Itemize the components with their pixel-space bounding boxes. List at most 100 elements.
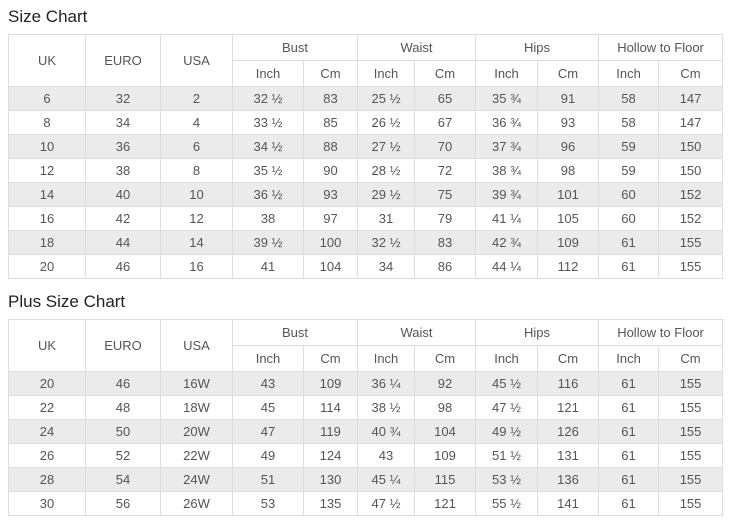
unit-header: Cm [414, 345, 477, 372]
table-cell: 35 ½ [232, 158, 304, 183]
table-cell: 42 ¾ [475, 230, 539, 255]
table-cell: 109 [414, 443, 477, 468]
unit-header: Inch [232, 345, 304, 372]
table-row: 28 54 24W 51 130 45 ¼ 115 53 ½ 136 61 155 [8, 467, 724, 492]
table-cell: 112 [537, 254, 600, 279]
plus-size-chart-title: Plus Size Chart [8, 292, 126, 311]
plus-size-chart-section: Plus Size Chart UK EURO USA Bust Waist Hips Ho… [8, 292, 724, 516]
table-cell: 41 ¼ [475, 206, 539, 231]
table-cell: 46 [85, 371, 161, 396]
table-header: UK EURO USA Bust Waist Hips Hollow to Floor Inc… [8, 34, 724, 87]
table-cell: 47 ½ [357, 491, 416, 516]
table-cell: 86 [414, 254, 477, 279]
table-cell: 60 [598, 206, 660, 231]
group-header: Hollow to Floor [598, 319, 724, 346]
table-cell: 90 [302, 158, 359, 183]
table-cell: 56 [85, 491, 161, 516]
table-cell: 10 [8, 134, 86, 159]
table-cell: 22W [160, 443, 233, 468]
table-row: 18 44 14 39 ½ 100 32 ½ 83 42 ¾ 109 61 155 [8, 230, 724, 255]
table-cell: 6 [160, 134, 233, 159]
unit-header: Inch [475, 345, 539, 372]
table-cell: 49 ½ [475, 419, 539, 444]
table-cell: 109 [302, 371, 359, 396]
table-cell: 34 [357, 254, 416, 279]
unit-header: Inch [475, 60, 539, 87]
table-cell: 61 [598, 230, 660, 255]
table-cell: 8 [160, 158, 233, 183]
table-cell: 45 [232, 395, 304, 420]
table-cell: 152 [658, 206, 724, 231]
table-cell: 155 [658, 467, 724, 492]
table-cell: 131 [537, 443, 600, 468]
table-cell: 16W [160, 371, 233, 396]
table-row: 20 46 16W 43 109 36 ¼ 92 45 ½ 116 61 155 [8, 371, 724, 396]
table-cell: 59 [598, 158, 660, 183]
table-cell: 85 [302, 110, 359, 135]
table-cell: 30 [8, 491, 86, 516]
table-cell: 37 ¾ [475, 134, 539, 159]
table-header: UK EURO USA Bust Waist Hips Hollow to Floor Inc… [8, 319, 724, 372]
table-row: 24 50 20W 47 119 40 ¾ 104 49 ½ 126 61 155 [8, 419, 724, 444]
column-header: UK [8, 319, 86, 372]
unit-header: Cm [658, 345, 724, 372]
table-cell: 14 [8, 182, 86, 207]
table-cell: 20 [8, 371, 86, 396]
table-cell: 130 [302, 467, 359, 492]
header-row: UK EURO USA Bust Waist Hips Hollow to Floor [8, 319, 724, 372]
table-cell: 83 [414, 230, 477, 255]
table-cell: 26 [8, 443, 86, 468]
table-cell: 150 [658, 134, 724, 159]
table-cell: 67 [414, 110, 477, 135]
group-header: Hollow to Floor [598, 34, 724, 61]
table-cell: 51 ½ [475, 443, 539, 468]
table-cell: 58 [598, 110, 660, 135]
table-cell: 109 [537, 230, 600, 255]
table-cell: 25 ½ [357, 86, 416, 111]
table-cell: 58 [598, 86, 660, 111]
table-cell: 14 [160, 230, 233, 255]
table-row: 16 42 12 38 97 31 79 41 ¼ 105 60 152 [8, 206, 724, 231]
table-cell: 24W [160, 467, 233, 492]
table-cell: 38 [85, 158, 161, 183]
table-cell: 98 [537, 158, 600, 183]
table-cell: 22 [8, 395, 86, 420]
table-cell: 18 [8, 230, 86, 255]
unit-header: Cm [537, 345, 600, 372]
table-cell: 70 [414, 134, 477, 159]
table-cell: 41 [232, 254, 304, 279]
table-cell: 93 [537, 110, 600, 135]
table-cell: 20W [160, 419, 233, 444]
table-cell: 150 [658, 158, 724, 183]
table-cell: 136 [537, 467, 600, 492]
table-cell: 51 [232, 467, 304, 492]
table-cell: 96 [537, 134, 600, 159]
plus-size-chart-table: UK EURO USA Bust Waist Hips Hollow to Floor Inc… [8, 319, 724, 516]
table-cell: 124 [302, 443, 359, 468]
table-cell: 147 [658, 86, 724, 111]
table-cell: 38 [232, 206, 304, 231]
table-cell: 31 [357, 206, 416, 231]
header-row: UK EURO USA Bust Waist Hips Hollow to Floor [8, 34, 724, 87]
table-cell: 32 ½ [232, 86, 304, 111]
unit-header: Cm [658, 60, 724, 87]
table-cell: 97 [302, 206, 359, 231]
table-cell: 36 ½ [232, 182, 304, 207]
table-cell: 104 [414, 419, 477, 444]
table-cell: 16 [160, 254, 233, 279]
unit-header: Cm [302, 345, 359, 372]
column-header: EURO [85, 319, 161, 372]
table-cell: 147 [658, 110, 724, 135]
table-cell: 4 [160, 110, 233, 135]
table-cell: 32 ½ [357, 230, 416, 255]
table-cell: 44 ¼ [475, 254, 539, 279]
table-cell: 141 [537, 491, 600, 516]
table-cell: 101 [537, 182, 600, 207]
table-cell: 155 [658, 419, 724, 444]
table-cell: 72 [414, 158, 477, 183]
unit-header: Inch [598, 60, 660, 87]
table-cell: 75 [414, 182, 477, 207]
unit-header: Cm [302, 60, 359, 87]
table-cell: 92 [414, 371, 477, 396]
